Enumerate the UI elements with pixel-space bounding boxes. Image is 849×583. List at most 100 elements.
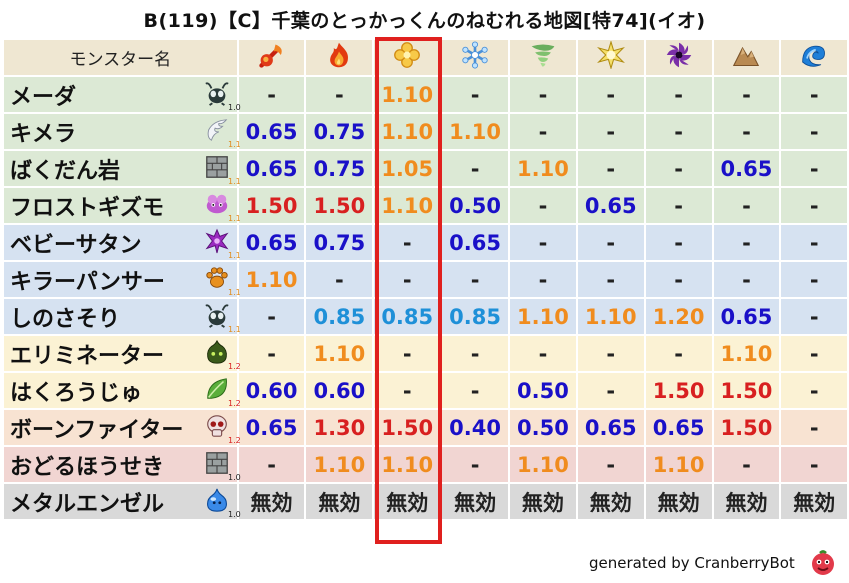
darkness-icon bbox=[665, 42, 693, 74]
resistance-value-cell: - bbox=[781, 114, 847, 149]
resistance-value-cell: - bbox=[781, 225, 847, 260]
resistance-value-cell: 0.65 bbox=[442, 225, 508, 260]
column-header-light bbox=[374, 40, 441, 75]
resistance-value-cell: 1.10 bbox=[374, 188, 441, 223]
resistance-value-cell: - bbox=[510, 262, 576, 297]
monster-name-cell: しのさそり 1.1 bbox=[4, 299, 241, 334]
resistance-value-cell: 1.50 bbox=[238, 188, 305, 223]
resistance-value-cell: - bbox=[713, 114, 780, 149]
resistance-value-cell: 1.50 bbox=[306, 188, 373, 223]
leaf-icon bbox=[204, 376, 232, 404]
resistance-value-cell: 無効 bbox=[577, 484, 644, 519]
monster-name-cell: ばくだん岩 1.1 bbox=[4, 151, 241, 186]
water-icon bbox=[800, 45, 828, 74]
devil-icon bbox=[204, 228, 232, 256]
resistance-value-cell: - bbox=[645, 77, 712, 112]
resistance-value-cell: - bbox=[645, 114, 712, 149]
resistance-value-cell: - bbox=[577, 77, 644, 112]
wing-icon bbox=[204, 117, 232, 145]
resistance-value-cell: - bbox=[510, 336, 576, 371]
resistance-value-cell: 0.50 bbox=[510, 373, 576, 408]
monster-name: フロストギズモ bbox=[10, 195, 165, 221]
resistance-value-cell: - bbox=[510, 77, 576, 112]
ice-icon bbox=[461, 41, 489, 74]
resistance-value-cell: - bbox=[442, 77, 508, 112]
resistance-value-cell: - bbox=[781, 77, 847, 112]
table-row: メーダ 1.0- -1.10- - - - - - bbox=[4, 77, 847, 112]
monster-name: キメラ bbox=[10, 121, 77, 147]
resistance-value-cell: - bbox=[577, 262, 644, 297]
resistance-value-cell: - bbox=[713, 225, 780, 260]
resistance-value-cell: 0.50 bbox=[510, 410, 576, 445]
resistance-value-cell: - bbox=[713, 77, 780, 112]
resistance-value-cell: 1.10 bbox=[442, 114, 508, 149]
resistance-value-cell: - bbox=[577, 225, 644, 260]
resistance-value-cell: 0.65 bbox=[238, 410, 305, 445]
resistance-value-cell: 0.60 bbox=[238, 373, 305, 408]
resistance-value-cell: 1.10 bbox=[577, 299, 644, 334]
resistance-value-cell: 無効 bbox=[645, 484, 712, 519]
resistance-value-cell: - bbox=[781, 262, 847, 297]
resistance-value-cell: 1.10 bbox=[374, 114, 441, 149]
resistance-value-cell: - bbox=[713, 447, 780, 482]
resistance-value-cell: - bbox=[510, 188, 576, 223]
table-row: フロストギズモ 1.1 1.50 1.50 1.10 0.50-0.65- - - bbox=[4, 188, 847, 223]
resistance-value-cell: 0.65 bbox=[713, 151, 780, 186]
resistance-value-cell: - bbox=[577, 151, 644, 186]
resistance-value-cell: 0.65 bbox=[238, 114, 305, 149]
resistance-value-cell: - bbox=[306, 262, 373, 297]
resistance-value-cell: - bbox=[781, 299, 847, 334]
resistance-value-cell: - bbox=[645, 225, 712, 260]
resistance-value-cell: 1.10 bbox=[374, 77, 441, 112]
monster-name-cell: キメラ 1.1 bbox=[4, 114, 241, 149]
brick-icon bbox=[204, 154, 232, 182]
table-row: はくろうじゅ 1.2 0.60 0.60- -0.50-1.50 1.50- bbox=[4, 373, 847, 408]
resistance-value-cell: 1.10 bbox=[238, 262, 305, 297]
resistance-value-cell: 0.50 bbox=[442, 188, 508, 223]
monster-name: ばくだん岩 bbox=[10, 158, 121, 184]
resistance-value-cell: - bbox=[577, 373, 644, 408]
monster-name-cell: はくろうじゅ 1.2 bbox=[4, 373, 241, 408]
column-header-wind bbox=[510, 40, 576, 75]
explosion-icon bbox=[596, 40, 625, 74]
resistance-value-cell: - bbox=[374, 336, 441, 371]
resistance-value-cell: 1.10 bbox=[510, 299, 576, 334]
monster-name: おどるほうせき bbox=[10, 454, 165, 480]
monster-level-badge: 1.0 bbox=[228, 103, 241, 112]
resistance-value-cell: - bbox=[442, 262, 508, 297]
monster-name-cell: ボーンファイター 1.2 bbox=[4, 410, 241, 445]
resistance-value-cell: - bbox=[238, 299, 305, 334]
resistance-value-cell: 1.30 bbox=[306, 410, 373, 445]
gizmo-icon bbox=[204, 191, 232, 219]
resistance-value-cell: 0.40 bbox=[442, 410, 508, 445]
resistance-value-cell: 0.85 bbox=[306, 299, 373, 334]
resistance-value-cell: - bbox=[238, 447, 305, 482]
paw-icon bbox=[204, 265, 232, 293]
light-icon bbox=[393, 42, 421, 74]
monster-name-cell: おどるほうせき 1.0 bbox=[4, 447, 241, 482]
resistance-value-cell: 1.10 bbox=[645, 447, 712, 482]
resistance-value-cell: - bbox=[442, 447, 508, 482]
resistance-value-cell: 1.20 bbox=[645, 299, 712, 334]
monster-level-badge: 1.0 bbox=[228, 473, 241, 482]
table-row: ばくだん岩 1.1 0.65 0.75 1.05-1.10- -0.65- bbox=[4, 151, 847, 186]
column-header-fire-attack bbox=[238, 40, 305, 75]
resistance-value-cell: 0.85 bbox=[442, 299, 508, 334]
resistance-table: モンスター名 メーダ 1.0- -1.10- - - - - - キメラ 1.1 0.65 0.75 1.… bbox=[2, 38, 849, 521]
resistance-value-cell: 0.60 bbox=[306, 373, 373, 408]
monster-name: ベビーサタン bbox=[10, 232, 142, 258]
table-row: キラーパンサー 1.1 1.10- - - - - - - - bbox=[4, 262, 847, 297]
resistance-value-cell: - bbox=[645, 151, 712, 186]
resistance-value-cell: - bbox=[238, 336, 305, 371]
resistance-value-cell: 無効 bbox=[374, 484, 441, 519]
monster-level-badge: 1.2 bbox=[228, 436, 241, 445]
table-row: エリミネーター 1.2-1.10- - - - -1.10- bbox=[4, 336, 847, 371]
brick-icon bbox=[204, 450, 232, 478]
resistance-value-cell: 無効 bbox=[781, 484, 847, 519]
resistance-value-cell: 1.50 bbox=[645, 373, 712, 408]
column-header-flame bbox=[306, 40, 373, 75]
resistance-value-cell: - bbox=[713, 262, 780, 297]
monster-name-cell: ベビーサタン 1.1 bbox=[4, 225, 241, 260]
monster-level-badge: 1.1 bbox=[228, 288, 241, 297]
monster-name-cell: メタルエンゼル 1.0 bbox=[4, 484, 241, 519]
